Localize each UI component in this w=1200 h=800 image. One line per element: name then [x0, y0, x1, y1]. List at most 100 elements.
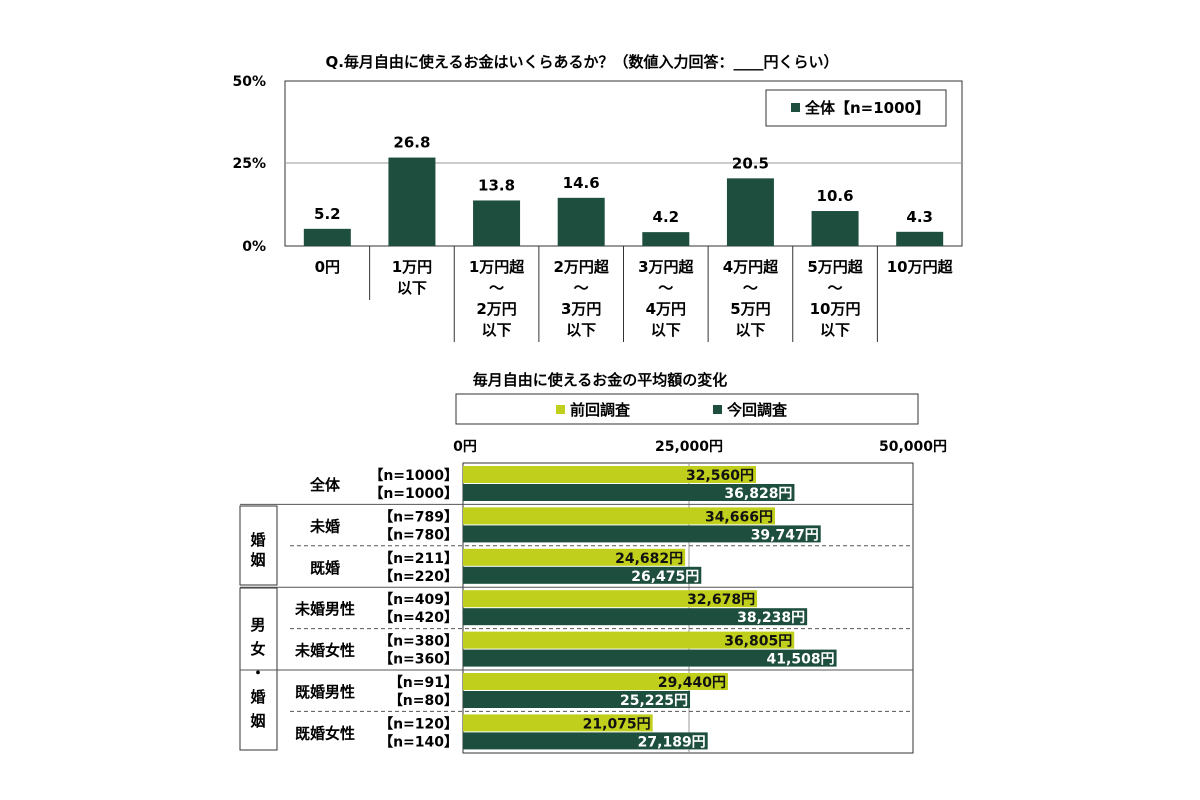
bar	[811, 211, 859, 246]
category-separators	[369, 246, 878, 342]
y-tick-label: 0%	[242, 239, 266, 255]
legend-swatch-current	[713, 405, 722, 414]
distribution-chart-title: Q.毎月自由に使えるお金はいくらあるか？（数値入力回答：____円くらい）	[325, 53, 838, 71]
bar-previous	[463, 631, 795, 649]
bar-current-value: 27,189円	[638, 734, 706, 750]
row-label: 全体	[309, 476, 341, 494]
bar-current-value: 38,238円	[737, 610, 805, 626]
average-chart-title: 毎月自由に使えるお金の平均額の変化	[473, 371, 728, 389]
bar	[896, 231, 944, 246]
group-box	[239, 505, 278, 586]
category-label: 10万円	[810, 300, 861, 318]
bar-current	[463, 484, 795, 501]
category-label: 1万円超	[469, 258, 525, 276]
bar-current	[463, 732, 708, 750]
bar	[726, 178, 774, 246]
category-label: 5万円超	[807, 258, 863, 276]
bar-previous	[463, 507, 775, 525]
category-label: 以下	[651, 321, 681, 339]
category-label: 以下	[482, 321, 512, 339]
bar-previous-value: 36,805円	[724, 634, 792, 650]
bar-previous-value: 24,682円	[615, 551, 683, 567]
bar	[388, 157, 436, 246]
category-label: 以下	[566, 321, 596, 339]
row-label: 未婚男性	[294, 600, 355, 618]
category-label: 0円	[315, 258, 340, 276]
sample-size-current: 【n=140】	[379, 734, 458, 750]
bar-value-label: 4.2	[653, 208, 680, 226]
category-label: ～	[574, 279, 589, 297]
row-label: 既婚	[310, 559, 340, 577]
x-tick-label: 0円	[453, 439, 477, 455]
category-label: 4万円超	[723, 258, 779, 276]
distribution-legend: 全体【n=1000】	[765, 89, 947, 127]
row-label: 未婚	[309, 517, 340, 535]
row-label: 既婚男性	[295, 683, 355, 701]
bar-current-value: 25,225円	[620, 693, 688, 709]
bar	[642, 232, 690, 246]
category-label: 4万円	[646, 300, 686, 318]
average-bars: 32,560円 36,828円 34,666円 39,747円 24,682円 26,47…	[463, 466, 837, 750]
distribution-bars	[303, 157, 944, 246]
legend-label-previous: 前回調査	[570, 401, 631, 419]
group-label-gender-marital: 男女・婚姻	[250, 616, 265, 730]
average-amount-chart: 毎月自由に使えるお金の平均額の変化 前回調査 今回調査 0円 25,000円 5…	[239, 371, 947, 754]
bar	[303, 228, 351, 246]
bar-previous	[463, 714, 653, 732]
legend-label: 全体【n=1000】	[804, 99, 930, 117]
category-label: 以下	[397, 279, 427, 297]
bar-previous-value: 32,560円	[686, 468, 754, 484]
category-label: 5万円	[730, 300, 770, 318]
bar	[557, 197, 605, 246]
row-label: 既婚女性	[295, 724, 355, 742]
bar-previous-value: 29,440円	[658, 675, 726, 691]
sample-size-previous: 【n=120】	[379, 716, 458, 732]
bar-value-label: 4.3	[906, 208, 933, 226]
bar-current-value: 41,508円	[767, 652, 835, 668]
legend-label-current: 今回調査	[726, 401, 788, 419]
group-bracket-gender-marital: 男女・婚姻	[239, 587, 278, 751]
bar-value-label: 14.6	[563, 174, 600, 192]
bar-previous	[463, 548, 686, 566]
x-tick-label: 50,000円	[879, 439, 947, 455]
bar-value-label: 5.2	[314, 205, 341, 223]
bar-previous	[463, 466, 757, 483]
row-labels: 全体 【n=1000】【n=1000】未婚 【n=789】【n=780】既婚 【n=2…	[294, 468, 458, 750]
row-separators	[240, 503, 913, 712]
group-label-marital: 婚姻	[250, 531, 265, 569]
category-label: 以下	[820, 321, 850, 339]
category-label: 1万円	[392, 258, 432, 276]
bar-previous-value: 32,678円	[687, 592, 755, 608]
category-label: 2万円	[476, 300, 516, 318]
bar	[473, 200, 521, 246]
sample-size-previous: 【n=789】	[379, 509, 458, 525]
bar-previous	[463, 590, 758, 608]
category-labels: 0円 1万円以下1万円超～2万円以下2万円超～3万円以下3万円超～4万円以下4万円…	[315, 258, 954, 339]
sample-size-previous: 【n=211】	[379, 551, 458, 567]
bar-value-label: 20.5	[732, 154, 769, 172]
bar-previous-value: 34,666円	[705, 509, 773, 525]
bar-previous-value: 21,075円	[583, 716, 651, 732]
bar-current-value: 39,747円	[751, 527, 819, 543]
sample-size-current: 【n=780】	[379, 527, 458, 543]
x-tick-label: 25,000円	[655, 439, 723, 455]
bar-current	[463, 649, 837, 667]
sample-size-current: 【n=80】	[389, 693, 458, 709]
category-label: ～	[489, 279, 504, 297]
bar-current-value: 26,475円	[631, 569, 699, 585]
category-label: 10万円超	[887, 258, 954, 276]
bar-previous	[463, 673, 728, 690]
sample-size-previous: 【n=380】	[379, 634, 458, 650]
bar-value-label: 26.8	[393, 134, 430, 152]
average-plot-frame	[462, 462, 914, 754]
category-label: ～	[743, 279, 758, 297]
sample-size-current: 【n=220】	[379, 569, 458, 585]
y-tick-label: 25%	[232, 156, 266, 172]
category-label: ～	[828, 279, 843, 297]
category-label: 2万円超	[553, 258, 609, 276]
group-box	[239, 587, 278, 751]
category-label: 以下	[735, 321, 765, 339]
sample-size-current: 【n=360】	[379, 652, 458, 668]
bar-current	[463, 566, 702, 584]
